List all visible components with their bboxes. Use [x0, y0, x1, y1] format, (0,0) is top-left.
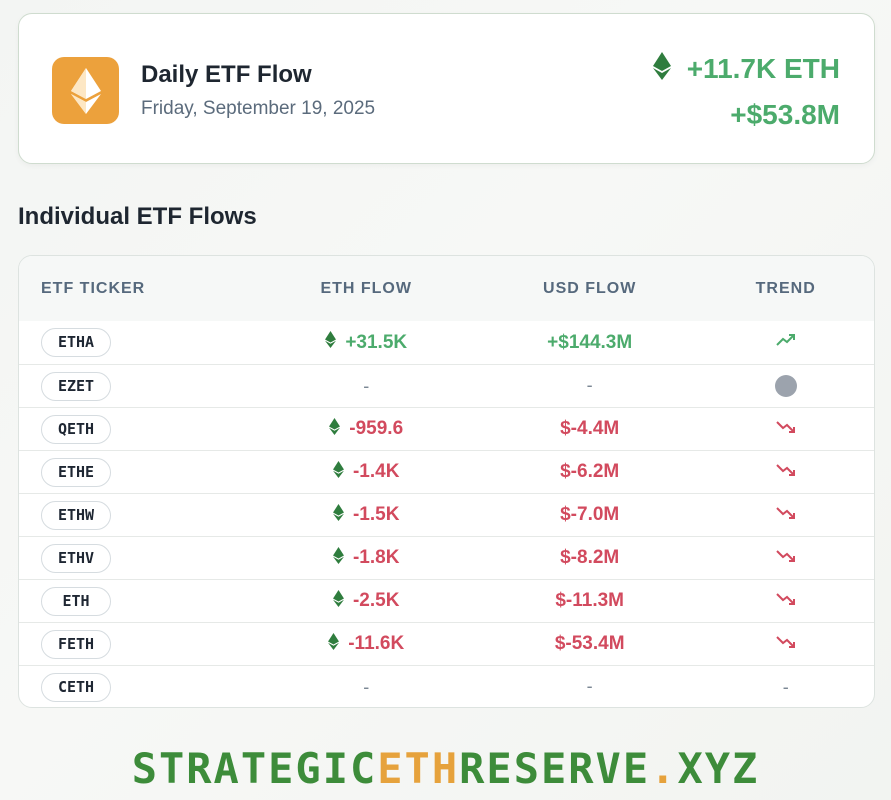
table-header: ETF TICKER ETH FLOW USD FLOW TREND	[19, 256, 874, 321]
eth-flow-cell: -	[251, 677, 482, 698]
usd-flow-cell: $-6.2M	[482, 461, 697, 483]
eth-flow-value: -959.6	[349, 418, 404, 439]
ticker-pill[interactable]: ETHV	[41, 543, 111, 573]
table-body: ETHA +31.5K +$144.3M EZET - - QETH -959.6 $-4.4M…	[19, 321, 874, 707]
usd-flow-cell: $-7.0M	[482, 504, 697, 526]
trending-down-icon	[775, 592, 796, 611]
trending-down-icon	[775, 549, 796, 568]
ticker-pill[interactable]: ETHE	[41, 457, 111, 487]
eth-flow-value: -1.8K	[352, 547, 400, 568]
usd-flow-cell: $-11.3M	[482, 590, 697, 612]
trending-down-icon	[775, 506, 796, 525]
eth-flow-value: -1.5K	[352, 504, 400, 525]
etf-flows-table: ETF TICKER ETH FLOW USD FLOW TREND ETHA +…	[18, 255, 875, 708]
table-row[interactable]: EZET - -	[19, 364, 874, 407]
ethereum-icon	[328, 632, 340, 656]
eth-flow-cell: -1.5K	[251, 503, 482, 527]
usd-flow-value: $-4.4M	[560, 418, 620, 439]
ethereum-icon	[329, 417, 341, 441]
ticker-pill[interactable]: QETH	[41, 414, 111, 444]
section-title: Individual ETF Flows	[18, 203, 257, 230]
trending-down-icon	[775, 635, 796, 654]
table-row[interactable]: ETHA +31.5K +$144.3M	[19, 321, 874, 364]
trending-down-icon	[775, 420, 796, 439]
trending-up-icon	[775, 333, 796, 352]
ticker-pill[interactable]: CETH	[41, 672, 111, 702]
usd-flow-value: $-6.2M	[560, 461, 620, 482]
ethereum-icon	[652, 51, 671, 87]
eth-flow-cell: -1.4K	[251, 460, 482, 484]
ticker-pill[interactable]: ETHW	[41, 500, 111, 530]
ticker-pill[interactable]: FETH	[41, 629, 111, 659]
table-row[interactable]: ETHE -1.4K $-6.2M	[19, 450, 874, 493]
eth-flow-cell: -2.5K	[251, 589, 482, 613]
total-eth-flow: +11.7K ETH	[652, 51, 840, 87]
eth-flow-value: -	[363, 676, 370, 697]
totals: +11.7K ETH +$53.8M	[652, 51, 840, 133]
usd-flow-value: $-8.2M	[560, 547, 620, 568]
daily-flow-summary-card: Daily ETF Flow Friday, September 19, 202…	[18, 13, 875, 164]
usd-flow-value: $-11.3M	[555, 590, 624, 611]
ticker-pill[interactable]: ETHA	[41, 328, 111, 357]
ethereum-icon	[325, 331, 337, 354]
usd-flow-cell: $-4.4M	[482, 418, 697, 440]
ethereum-icon	[333, 546, 344, 570]
eth-flow-value: -11.6K	[348, 633, 405, 654]
table-row[interactable]: ETH -2.5K $-11.3M	[19, 579, 874, 622]
total-usd-value: +$53.8M	[730, 99, 840, 130]
eth-flow-value: +31.5K	[345, 331, 408, 353]
eth-flow-cell: -959.6	[251, 417, 482, 441]
usd-flow-cell: -	[482, 375, 697, 397]
footer-brand[interactable]: STRATEGICETHRESERVE.XYZ	[131, 744, 760, 793]
eth-flow-cell: +31.5K	[251, 331, 482, 354]
neutral-dot-icon	[774, 375, 797, 397]
table-row[interactable]: QETH -959.6 $-4.4M	[19, 407, 874, 450]
trend-value: -	[782, 676, 789, 697]
header-ticker: ETF TICKER	[41, 279, 146, 297]
usd-flow-value: -	[586, 676, 593, 696]
table-row[interactable]: FETH -11.6K $-53.4M	[19, 622, 874, 665]
usd-flow-cell: +$144.3M	[482, 332, 697, 354]
page-title: Daily ETF Flow	[141, 61, 312, 88]
ethereum-icon	[333, 460, 344, 484]
header-trend: TREND	[755, 279, 816, 297]
table-row[interactable]: CETH - - -	[19, 665, 874, 707]
trending-down-icon	[775, 463, 796, 482]
eth-flow-cell: -11.6K	[251, 632, 482, 656]
flow-date: Friday, September 19, 2025	[141, 98, 376, 119]
table-row[interactable]: ETHW -1.5K $-7.0M	[19, 493, 874, 536]
eth-flow-value: -1.4K	[352, 461, 400, 482]
eth-flow-cell: -1.8K	[251, 546, 482, 570]
usd-flow-cell: $-53.4M	[482, 633, 697, 655]
ethereum-icon	[333, 589, 344, 613]
total-eth-value: +11.7K ETH	[686, 53, 840, 84]
header-eth-flow: ETH FLOW	[320, 279, 412, 297]
usd-flow-value: $-53.4M	[554, 633, 625, 654]
usd-flow-value: -	[586, 375, 593, 395]
usd-flow-cell: $-8.2M	[482, 547, 697, 569]
usd-flow-value: +$144.3M	[547, 331, 633, 353]
usd-flow-cell: -	[482, 676, 697, 698]
ticker-pill[interactable]: EZET	[41, 371, 111, 401]
eth-flow-cell: -	[251, 376, 482, 397]
eth-flow-value: -2.5K	[352, 590, 400, 611]
ethereum-icon	[333, 503, 344, 527]
table-row[interactable]: ETHV -1.8K $-8.2M	[19, 536, 874, 579]
ticker-pill[interactable]: ETH	[41, 586, 111, 616]
header-usd-flow: USD FLOW	[543, 279, 637, 297]
eth-flow-value: -	[363, 375, 370, 396]
ethereum-logo-icon	[52, 57, 119, 124]
usd-flow-value: $-7.0M	[560, 504, 620, 525]
